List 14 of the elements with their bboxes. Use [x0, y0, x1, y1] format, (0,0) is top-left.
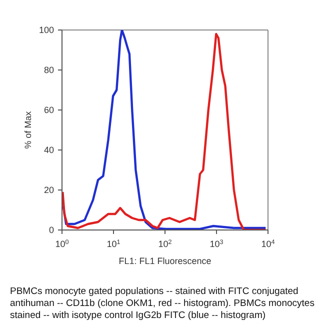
x-tick-label: 10$^{4}$: [261, 238, 276, 249]
x-axis-title: FL1: FL1 Fluorescence: [118, 256, 212, 266]
y-tick-label: 0: [48, 225, 54, 235]
x-tick-label: 10$^{1}$: [106, 238, 121, 249]
x-tick-label: 10$^{0}$: [55, 238, 70, 249]
y-tick-label: 60: [44, 105, 54, 115]
x-tick-label: 10$^{3}$: [210, 238, 224, 249]
y-tick-label: 80: [44, 65, 54, 75]
y-tick-label: 100: [38, 25, 54, 35]
y-tick-label: 40: [44, 145, 54, 155]
y-axis-title: % of Max: [23, 110, 34, 149]
y-tick-label: 20: [44, 185, 54, 195]
x-tick-label: 10$^{2}$: [158, 238, 172, 249]
text: PBMCs monocyte gated populations -- stained with FITC conjugated antihuman -- CD11b (clone OKM1, red -- histogram). PBMCs monocytes stained -- with isotype control IgG2b FITC (blue -- histogram): [10, 286, 316, 322]
